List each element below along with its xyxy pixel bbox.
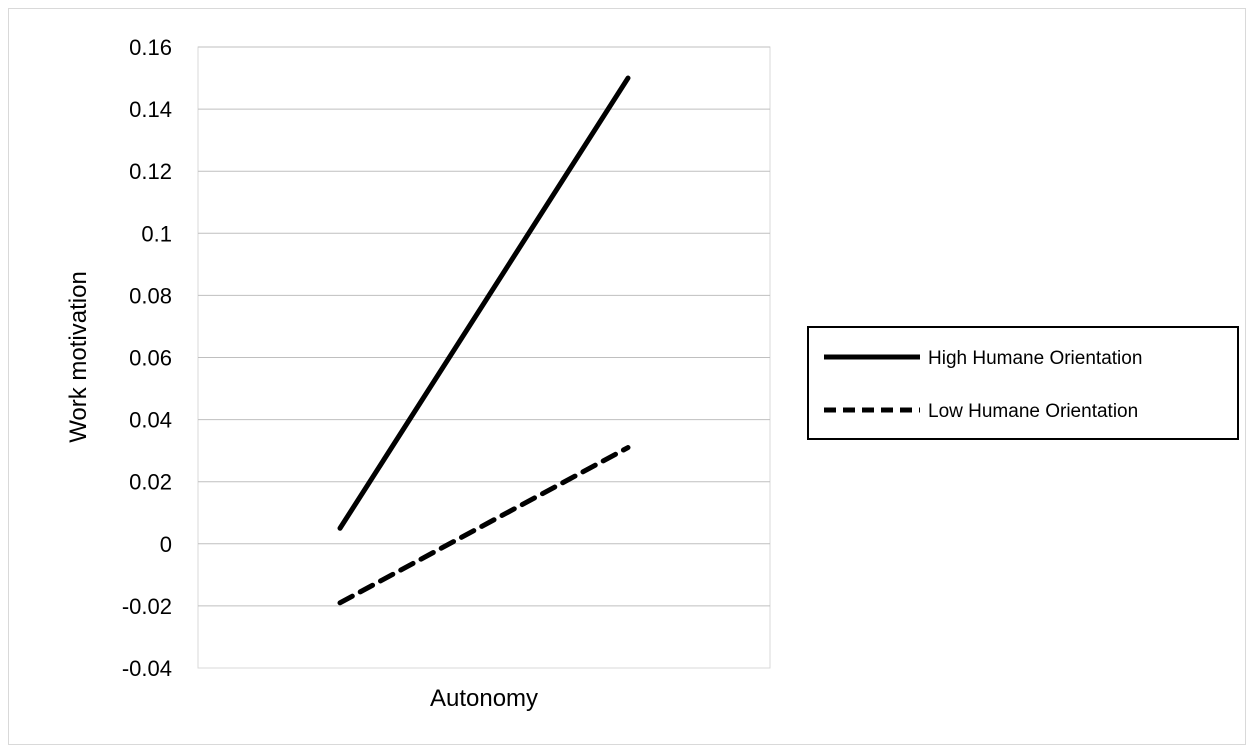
legend-box <box>807 326 1239 440</box>
gridlines <box>198 46 770 607</box>
series-line-high-humane-orientation <box>337 75 631 531</box>
y-tick-label: -0.04 <box>122 656 172 681</box>
series-lines <box>337 75 631 606</box>
y-tick-label: 0.16 <box>129 35 172 60</box>
y-tick-label: 0.14 <box>129 97 172 122</box>
y-tick-label: 0.04 <box>129 408 172 433</box>
legend: High Humane Orientation Low Humane Orien… <box>807 326 1239 440</box>
y-tick-label: 0 <box>160 532 172 557</box>
legend-label-high: High Humane Orientation <box>928 348 1142 369</box>
y-tick-label: 0.12 <box>129 159 172 184</box>
series-line-low-humane-orientation <box>337 445 631 606</box>
y-tick-label: 0.06 <box>129 346 172 371</box>
y-tick-label: -0.02 <box>122 594 172 619</box>
legend-label-low: Low Humane Orientation <box>928 401 1138 422</box>
y-tick-label: 0.1 <box>141 221 172 246</box>
x-axis-title: Autonomy <box>430 685 538 712</box>
y-axis-title: Work motivation <box>65 271 92 443</box>
y-axis-ticks: 0.16 0.14 0.12 0.1 0.08 0.06 0.04 0.02 0 -0.02 -0.… <box>122 35 172 681</box>
y-tick-label: 0.02 <box>129 470 172 495</box>
y-tick-label: 0.08 <box>129 283 172 308</box>
